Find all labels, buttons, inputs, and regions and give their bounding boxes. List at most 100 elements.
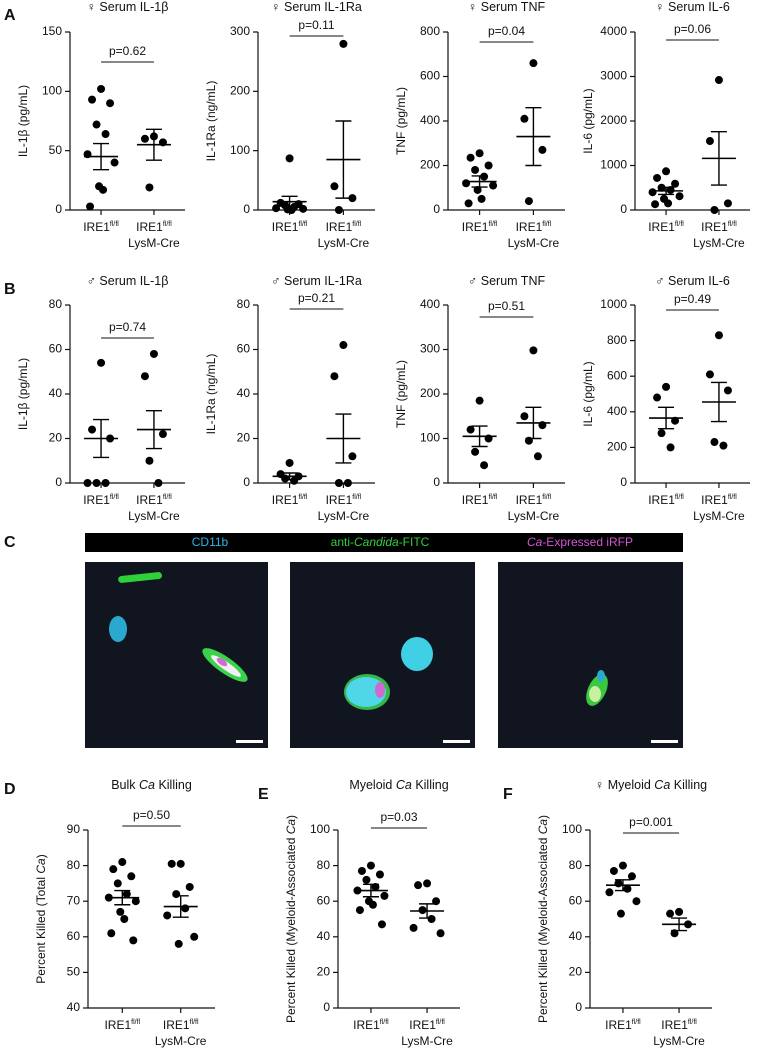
y-tick-label: 800 [420, 24, 440, 38]
p-value: p=0.03 [380, 810, 417, 824]
data-point [466, 425, 475, 434]
data-point [662, 167, 671, 176]
x-tick-label: IRE1fl/fl [701, 220, 737, 234]
data-point [290, 476, 299, 485]
data-point [520, 114, 529, 123]
italic-text: Ca [396, 778, 412, 792]
y-tick-label: 0 [433, 475, 440, 489]
y-tick-label: 40 [67, 1000, 81, 1014]
text-segment: ♀ Myeloid [595, 778, 654, 792]
data-point [88, 95, 97, 104]
y-tick-label: 60 [317, 893, 331, 907]
micrograph [498, 562, 683, 748]
x-tick-label: IRE1fl/fl [83, 220, 119, 234]
data-point [475, 396, 484, 405]
text-segment: IL-1β (pg/mL) [16, 85, 30, 157]
chart-title: ♀ Myeloid Ca Killing [595, 778, 707, 792]
data-point [101, 479, 110, 487]
data-point [662, 382, 671, 391]
text-segment: Percent Killed (Total [34, 874, 48, 984]
data-point [427, 915, 436, 923]
y-tick-label: 80 [49, 297, 63, 311]
data-point [380, 891, 389, 900]
data-point [140, 372, 149, 381]
data-point [330, 372, 339, 381]
y-tick-label: 100 [42, 84, 62, 98]
data-point [705, 137, 714, 146]
text-segment: Bulk [111, 778, 139, 792]
data-point [533, 452, 542, 461]
category-superscript: fl/fl [542, 221, 551, 228]
category-superscript: fl/fl [675, 221, 684, 228]
error-bar [114, 889, 131, 906]
data-point [616, 909, 625, 918]
x-tick-label: LysM-Cre [155, 1034, 207, 1048]
y-axis-label: TNF (pg/mL) [394, 87, 408, 155]
error-bar [335, 413, 352, 464]
y-tick-label: 80 [67, 858, 81, 872]
data-point [299, 204, 308, 213]
data-point [92, 120, 101, 129]
data-point [423, 879, 432, 888]
x-tick-label: LysM-Cre [128, 236, 180, 250]
category-name: IRE1 [272, 493, 299, 507]
error-bar [525, 406, 542, 440]
category-superscript: fl/fl [380, 1019, 389, 1026]
error-bar [281, 195, 298, 208]
y-tick-label: 600 [607, 368, 627, 382]
x-tick-label: LysM-Cre [508, 509, 560, 523]
y-tick-label: 100 [310, 822, 330, 836]
error-bar [710, 130, 727, 186]
data-point [362, 875, 371, 884]
x-tick-label: LysM-Cre [401, 1034, 453, 1048]
category-name: IRE1 [605, 1018, 632, 1032]
category-name: IRE1 [326, 220, 353, 234]
category-name: IRE1 [136, 220, 163, 234]
p-value: p=0.001 [629, 815, 673, 829]
data-point [334, 206, 343, 214]
legend-bar [85, 533, 683, 552]
data-point [145, 456, 154, 465]
p-value: p=0.50 [133, 808, 170, 822]
data-point [120, 915, 129, 923]
y-tick-label: 70 [67, 893, 81, 907]
category-superscript: fl/fl [163, 494, 172, 501]
y-tick-label: 90 [67, 822, 81, 836]
error-bar [614, 879, 631, 892]
category-superscript: fl/fl [110, 494, 119, 501]
y-tick-label: 3000 [600, 69, 627, 83]
y-tick-label: 20 [237, 431, 251, 445]
p-value: p=0.21 [298, 291, 335, 305]
category-superscript: fl/fl [352, 494, 361, 501]
y-axis-label: IL-6 (pg/mL) [581, 361, 595, 426]
y-tick-label: 600 [420, 69, 440, 83]
text-segment: Myeloid [349, 778, 396, 792]
category-name: IRE1 [648, 220, 675, 234]
p-value: p=0.04 [488, 24, 525, 38]
data-point [632, 897, 641, 906]
text-segment: ♂ Serum IL-6 [655, 274, 730, 288]
y-tick-label: 2000 [600, 113, 627, 127]
data-point [176, 859, 185, 868]
x-tick-label: IRE1fl/fl [272, 220, 308, 234]
data-point [462, 179, 471, 188]
error-bar [362, 883, 379, 898]
x-tick-label: IRE1fl/fl [462, 493, 498, 507]
data-point [109, 865, 118, 874]
y-tick-label: 0 [243, 475, 250, 489]
y-tick-label: 80 [237, 297, 251, 311]
x-tick-label: IRE1fl/fl [462, 220, 498, 234]
data-point [172, 890, 181, 899]
x-tick-label: IRE1fl/fl [648, 220, 684, 234]
data-point [418, 906, 427, 915]
error-bar [281, 472, 298, 481]
category-name: IRE1 [326, 493, 353, 507]
y-tick-label: 0 [620, 202, 627, 216]
italic-text: Ca [536, 819, 550, 835]
category-name: IRE1 [701, 493, 728, 507]
y-tick-label: 300 [420, 342, 440, 356]
x-tick-label: LysM-Cre [693, 509, 745, 523]
data-point [339, 341, 348, 350]
text-segment: ♀ Serum IL-1β [87, 0, 169, 14]
data-point [113, 879, 122, 888]
